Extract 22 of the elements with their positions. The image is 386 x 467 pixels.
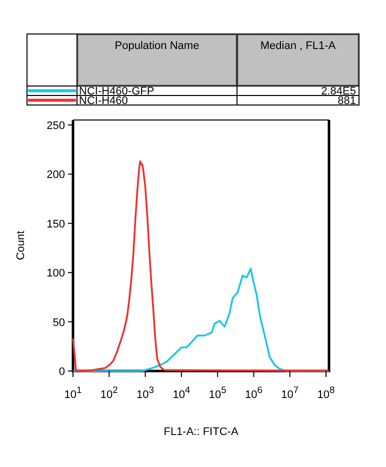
x-axis-title: FL1-A:: FITC-A bbox=[164, 426, 239, 438]
x-tick-label: 10$^{3}$ bbox=[136, 385, 154, 401]
legend-title: Population Name bbox=[114, 40, 200, 52]
x-tick-label: 10$^{7}$ bbox=[281, 385, 299, 401]
y-tick-label: 150 bbox=[46, 218, 65, 230]
x-tick-label: 10$^{5}$ bbox=[208, 385, 226, 401]
y-tick-label: 100 bbox=[46, 268, 65, 280]
x-tick-label: 10$^{6}$ bbox=[244, 385, 262, 401]
y-tick-label: 0 bbox=[58, 366, 65, 378]
legend-label: NCI-H460-GFP bbox=[79, 86, 154, 98]
x-tick-label: 10$^{4}$ bbox=[172, 385, 190, 401]
y-tick-label: 200 bbox=[46, 169, 65, 182]
y-tick-label: 50 bbox=[52, 316, 65, 329]
legend-label: NCI-H460 bbox=[79, 95, 128, 107]
y-axis-title: Count bbox=[15, 230, 27, 260]
text: 2.84E5 bbox=[321, 86, 356, 98]
text: Median , FL1-A bbox=[260, 40, 336, 52]
text: 881 bbox=[338, 95, 356, 107]
x-tick-label: 10$^{8}$ bbox=[317, 385, 335, 401]
y-tick-label: 250 bbox=[46, 120, 65, 132]
x-tick-label: 10$^{1}$ bbox=[64, 385, 82, 401]
x-tick-label: 10$^{2}$ bbox=[100, 385, 118, 401]
